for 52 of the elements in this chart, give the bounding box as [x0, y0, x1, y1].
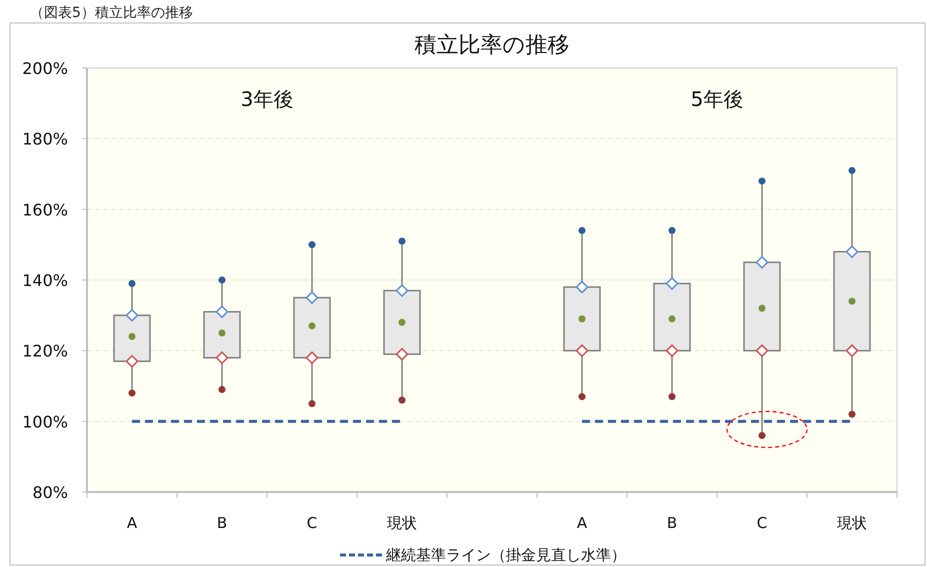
point [398, 396, 406, 404]
point [758, 432, 766, 439]
x-tick-label: 現状 [387, 514, 417, 532]
y-tick-label: 200% [22, 59, 68, 78]
annotation: 5年後 [690, 87, 744, 111]
point [576, 280, 588, 294]
x-tick-label: A [126, 514, 138, 532]
chart-title: 積立比率の推移 [414, 33, 570, 58]
point [396, 284, 408, 297]
point [308, 241, 316, 248]
point [306, 291, 318, 304]
y-tick-label: 80% [32, 483, 68, 502]
x-tick-label: B [216, 514, 228, 532]
point [578, 393, 586, 400]
y-tick-label: 140% [22, 271, 68, 290]
text: （図表5）積立比率の推移 [30, 5, 193, 21]
point [306, 351, 318, 364]
point [308, 400, 316, 408]
annotation: 3年後 [240, 87, 294, 111]
point [666, 344, 678, 357]
point [848, 166, 856, 174]
x-tick-label: B [666, 514, 678, 532]
x-tick-label: C [306, 514, 318, 532]
point [578, 227, 586, 234]
point [666, 277, 678, 290]
x-tick-label: 現状 [837, 514, 867, 532]
y-tick-label: 120% [22, 342, 68, 361]
x-tick-label: A [576, 514, 588, 532]
point [846, 344, 858, 357]
point [398, 238, 406, 245]
point [848, 410, 856, 418]
point [218, 386, 226, 394]
y-tick-label: 160% [22, 200, 68, 220]
y-tick-label: 180% [22, 130, 68, 149]
point [756, 256, 768, 269]
point [756, 344, 768, 357]
point [396, 348, 408, 360]
point [126, 355, 138, 368]
point [758, 178, 766, 185]
point [126, 309, 138, 322]
point [668, 393, 676, 400]
legend-label: 継続基準ライン（掛金見直し水準） [385, 546, 626, 564]
point [128, 280, 136, 288]
point [216, 351, 228, 364]
x-tick-label: C [756, 514, 768, 532]
point [576, 344, 588, 357]
point [128, 390, 136, 397]
point [846, 245, 858, 258]
point [668, 227, 676, 234]
point [218, 276, 226, 284]
point [216, 306, 228, 318]
y-tick-label: 100% [22, 412, 68, 432]
